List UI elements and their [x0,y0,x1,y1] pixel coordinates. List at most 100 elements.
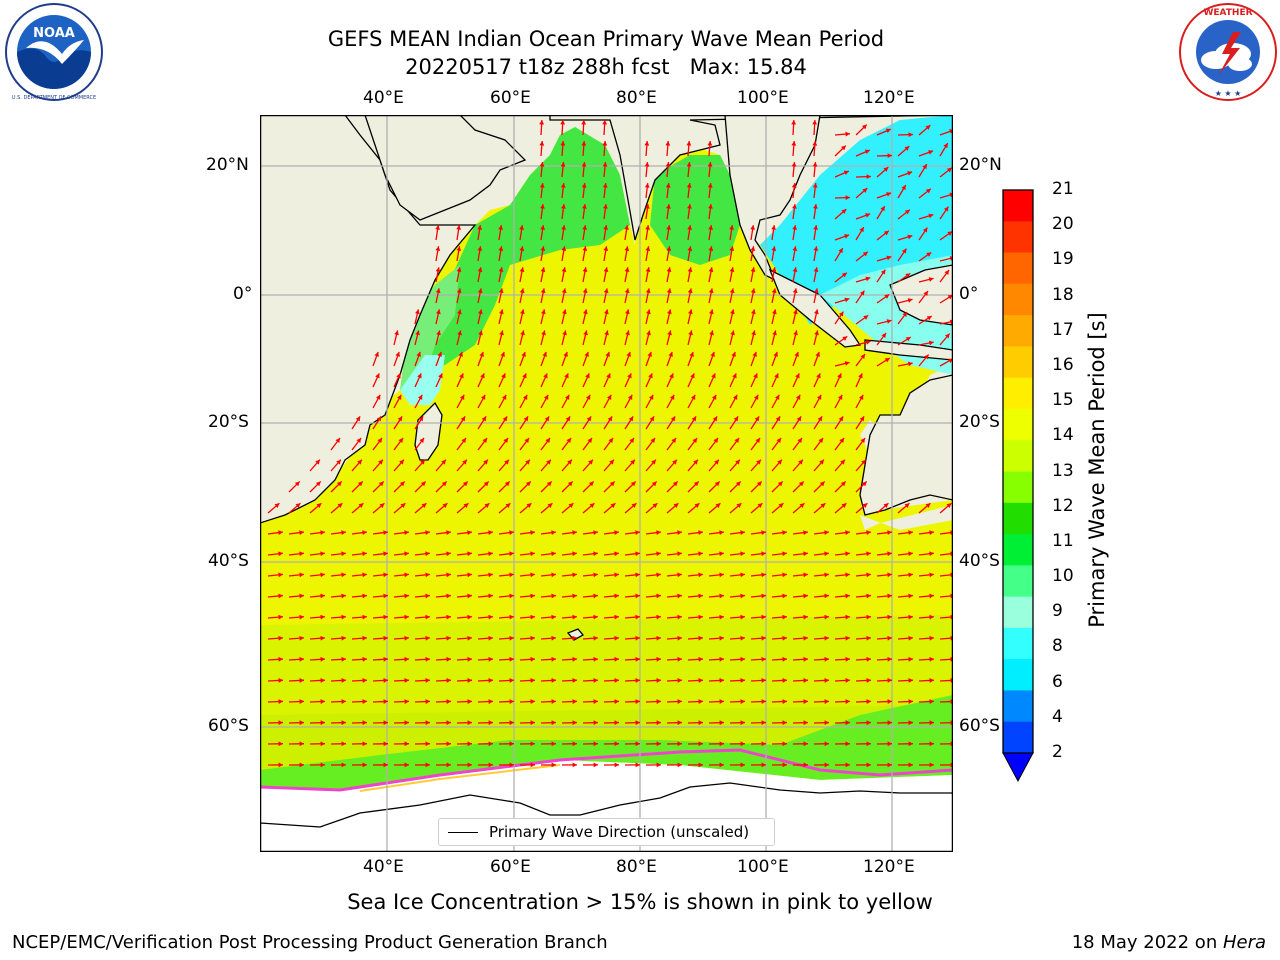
wave-direction-arrow [414,720,431,726]
wave-direction-arrow [855,290,865,304]
wave-direction-arrow [708,720,725,726]
wave-direction-arrow [792,635,809,641]
wave-direction-arrow [456,699,473,704]
wave-direction-arrow [519,309,525,325]
wave-direction-arrow [729,741,746,747]
wave-direction-arrow [834,170,850,178]
wave-direction-arrow [687,416,697,430]
wave-direction-arrow [813,762,830,768]
wave-direction-arrow [351,530,367,536]
wave-direction-arrow [666,459,678,472]
wave-direction-arrow [834,437,845,451]
wave-direction-arrow [645,416,655,430]
wave-direction-arrow [603,459,615,472]
wave-direction-arrow [624,720,641,726]
wave-direction-arrow [834,551,850,557]
wave-direction-arrow [309,678,326,683]
wave-direction-arrow [834,131,850,137]
wave-direction-arrow [666,699,683,704]
wave-direction-arrow [540,416,550,430]
wave-direction-arrow [813,267,819,283]
wave-direction-arrow [624,288,630,304]
wave-direction-arrow [288,614,305,620]
wave-direction-arrow [666,762,683,768]
colorbar-extend-triangle [1002,752,1034,783]
wave-direction-arrow [456,309,462,325]
wave-direction-arrow [876,614,893,620]
wave-direction-arrow [624,437,635,451]
wave-direction-arrow [812,162,818,178]
colorbar-title: Primary Wave Mean Period [s] [1085,312,1109,628]
wave-direction-arrow [708,551,724,557]
wave-direction-arrow [624,481,637,493]
wave-direction-arrow [603,699,620,704]
wave-direction-arrow [519,614,536,620]
wave-direction-arrow [750,530,766,536]
wave-direction-arrow [644,183,650,199]
wave-direction-arrow [414,330,420,346]
wave-direction-arrow [645,288,651,304]
colorbar-segment [1003,690,1033,723]
wave-direction-arrow [456,437,467,451]
colorbar-segment [1003,596,1033,629]
wave-direction-arrow [876,572,892,578]
wave-direction-arrow [414,481,427,493]
wave-direction-arrow [372,394,381,409]
wave-direction-arrow [351,572,367,578]
wave-direction-arrow [603,481,616,493]
wave-direction-arrow [351,551,367,557]
wave-direction-arrow [813,416,823,430]
wave-direction-arrow [897,762,914,768]
wave-direction-arrow [560,119,566,136]
wave-direction-arrow [561,720,578,726]
wave-direction-arrow [582,416,592,430]
wave-direction-arrow [750,551,766,557]
wave-direction-arrow [582,351,589,367]
wave-direction-arrow [918,227,928,241]
wave-direction-arrow [813,394,822,409]
wave-direction-arrow [540,635,557,641]
wave-direction-arrow [372,373,380,388]
wave-direction-arrow [750,246,756,262]
wave-direction-arrow [477,593,493,599]
wave-direction-arrow [918,213,934,220]
wave-direction-arrow [540,267,546,283]
wave-direction-arrow [645,699,662,704]
wave-direction-arrow [876,357,891,367]
wave-direction-arrow [750,656,767,662]
wave-direction-arrow [729,635,746,641]
wave-direction-arrow [309,530,325,536]
wave-direction-arrow [876,699,893,704]
wave-direction-arrow [708,572,724,578]
wave-direction-arrow [477,572,493,578]
wave-direction-arrow [729,394,738,409]
wave-direction-arrow [393,459,405,472]
wave-direction-arrow [708,416,718,430]
wave-direction-arrow [750,481,763,493]
wave-direction-arrow [414,502,427,514]
wave-direction-arrow [540,502,553,514]
wave-direction-arrow [351,762,368,768]
wave-direction-arrow [813,530,829,536]
wave-direction-arrow [687,678,704,683]
wave-direction-arrow [602,140,608,157]
wave-direction-arrow [918,251,932,262]
wave-direction-arrow [645,394,654,409]
wave-direction-arrow [498,593,514,599]
wave-direction-arrow [624,572,640,578]
wave-direction-arrow [477,309,483,325]
wave-direction-arrow [309,481,322,493]
wave-direction-arrow [729,481,742,493]
wave-direction-arrow [561,416,571,430]
wave-direction-arrow [666,502,679,514]
wave-direction-arrow [792,437,803,451]
wave-direction-arrow [666,330,672,346]
wave-direction-arrow [771,267,777,283]
wave-direction-arrow [729,656,746,662]
wave-direction-arrow [918,315,933,325]
wave-direction-arrow [708,635,725,641]
wave-direction-arrow [645,459,657,472]
wave-direction-arrow [645,762,662,768]
wave-direction-arrow [582,309,588,325]
wave-direction-arrow [414,416,424,430]
